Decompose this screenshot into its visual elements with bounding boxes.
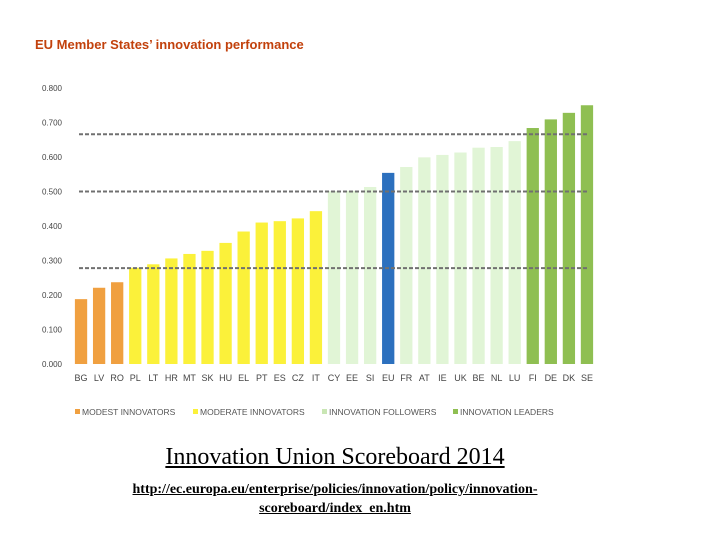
bar-lu bbox=[508, 141, 521, 364]
category-label-dk: DK bbox=[563, 373, 576, 383]
bar-cy bbox=[327, 191, 341, 364]
legend-swatch-modest bbox=[75, 409, 80, 414]
category-label-nl: NL bbox=[491, 373, 503, 383]
bar-el bbox=[237, 231, 250, 364]
reference-lines bbox=[79, 133, 588, 270]
category-label-si: SI bbox=[366, 373, 375, 383]
bar-lt bbox=[147, 264, 160, 364]
innovation-bar-chart: EU Member States’ innovation performance… bbox=[35, 37, 594, 417]
bar-mt bbox=[183, 253, 196, 364]
category-label-pt: PT bbox=[256, 373, 268, 383]
category-label-mt: MT bbox=[183, 373, 196, 383]
bar-cz bbox=[291, 218, 305, 364]
chart-title: EU Member States’ innovation performance bbox=[35, 37, 304, 52]
category-label-lu: LU bbox=[509, 373, 521, 383]
category-label-lv: LV bbox=[94, 373, 104, 383]
category-label-cy: CY bbox=[328, 373, 341, 383]
legend-swatch-moderate bbox=[193, 409, 198, 414]
y-tick-label: 0.600 bbox=[42, 153, 63, 162]
legend-label-leader: INNOVATION LEADERS bbox=[460, 407, 554, 417]
bar-pl bbox=[129, 267, 142, 364]
category-label-ie: IE bbox=[438, 373, 447, 383]
bar-pt bbox=[255, 222, 268, 364]
category-label-fr: FR bbox=[400, 373, 412, 383]
y-tick-label: 0.100 bbox=[42, 326, 63, 335]
bar-hu bbox=[219, 242, 232, 364]
bar-ro bbox=[111, 282, 124, 364]
y-axis-ticks: 0.000 0.100 0.200 0.300 0.400 0.500 0.600 0.700… bbox=[42, 84, 63, 369]
bar-bg bbox=[74, 299, 88, 364]
category-label-es: ES bbox=[274, 373, 286, 383]
bar-es bbox=[273, 221, 286, 364]
bar-lv bbox=[92, 287, 106, 364]
category-label-hr: HR bbox=[165, 373, 178, 383]
source-link-line2[interactable]: scoreboard/index_en.htm bbox=[259, 501, 411, 516]
bar-it bbox=[309, 211, 323, 364]
category-label-ee: EE bbox=[346, 373, 358, 383]
y-tick-label: 0.700 bbox=[42, 119, 63, 128]
bar-sk bbox=[201, 250, 214, 364]
bar-be bbox=[472, 147, 485, 364]
legend-swatch-leader bbox=[453, 409, 458, 414]
legend-swatch-follower bbox=[322, 409, 327, 414]
category-label-bg: BG bbox=[75, 373, 88, 383]
scoreboard-title: Innovation Union Scoreboard 2014 bbox=[165, 444, 505, 470]
y-tick-label: 0.800 bbox=[42, 84, 63, 93]
category-labels: BG LV RO PL LT HR MT SK HU EL PT ES CZ IT CY EE SI EU FR AT… bbox=[75, 373, 593, 383]
bar-ee bbox=[345, 190, 359, 364]
bar-at bbox=[418, 157, 431, 364]
y-tick-label: 0.200 bbox=[42, 291, 63, 300]
bar-fi bbox=[526, 128, 539, 364]
bar-fr bbox=[400, 167, 413, 364]
y-tick-label: 0.500 bbox=[42, 188, 63, 197]
bars bbox=[74, 105, 594, 365]
bar-ie bbox=[436, 154, 449, 364]
category-label-pl: PL bbox=[130, 373, 141, 383]
category-label-uk: UK bbox=[454, 373, 467, 383]
category-label-it: IT bbox=[312, 373, 321, 383]
source-link[interactable]: http://ec.europa.eu/enterprise/policies/… bbox=[0, 480, 670, 518]
bar-hr bbox=[165, 258, 178, 364]
source-link-line1[interactable]: http://ec.europa.eu/enterprise/policies/… bbox=[132, 482, 538, 497]
category-label-sk: SK bbox=[202, 373, 214, 383]
category-label-ro: RO bbox=[110, 373, 124, 383]
category-label-cz: CZ bbox=[292, 373, 304, 383]
legend-label-moderate: MODERATE INNOVATORS bbox=[200, 407, 305, 417]
category-label-se: SE bbox=[581, 373, 593, 383]
category-label-at: AT bbox=[419, 373, 430, 383]
category-label-fi: FI bbox=[529, 373, 537, 383]
y-tick-label: 0.300 bbox=[42, 257, 63, 266]
category-label-hu: HU bbox=[219, 373, 232, 383]
legend-label-follower: INNOVATION FOLLOWERS bbox=[329, 407, 437, 417]
bar-nl bbox=[490, 146, 503, 364]
category-label-be: BE bbox=[473, 373, 485, 383]
bar-dk bbox=[562, 112, 576, 364]
y-tick-label: 0.000 bbox=[42, 360, 63, 369]
y-tick-label: 0.400 bbox=[42, 222, 63, 231]
legend-label-modest: MODEST INNOVATORS bbox=[82, 407, 176, 417]
bar-de bbox=[544, 119, 557, 365]
category-label-de: DE bbox=[545, 373, 558, 383]
category-label-eu: EU bbox=[382, 373, 395, 383]
category-label-lt: LT bbox=[148, 373, 158, 383]
bar-uk bbox=[454, 152, 467, 364]
legend: MODEST INNOVATORS MODERATE INNOVATORS INNO… bbox=[75, 407, 554, 417]
bar-se bbox=[580, 105, 594, 364]
bar-si bbox=[363, 187, 377, 364]
category-label-el: EL bbox=[238, 373, 249, 383]
